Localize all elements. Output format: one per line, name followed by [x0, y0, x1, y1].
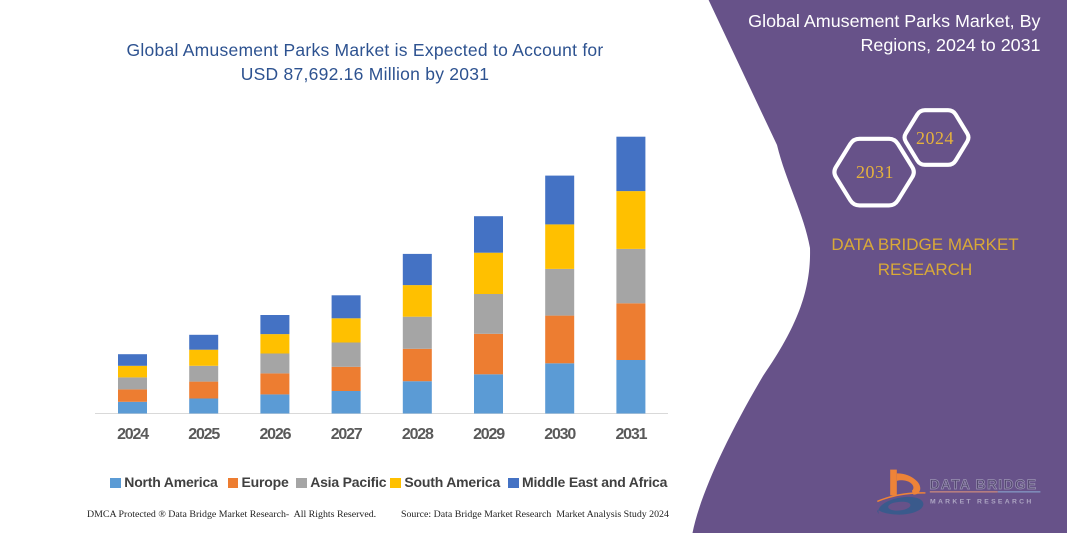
svg-text:DATA BRIDGE: DATA BRIDGE: [930, 476, 1038, 492]
svg-text:MARKET RESEARCH: MARKET RESEARCH: [930, 498, 1034, 505]
